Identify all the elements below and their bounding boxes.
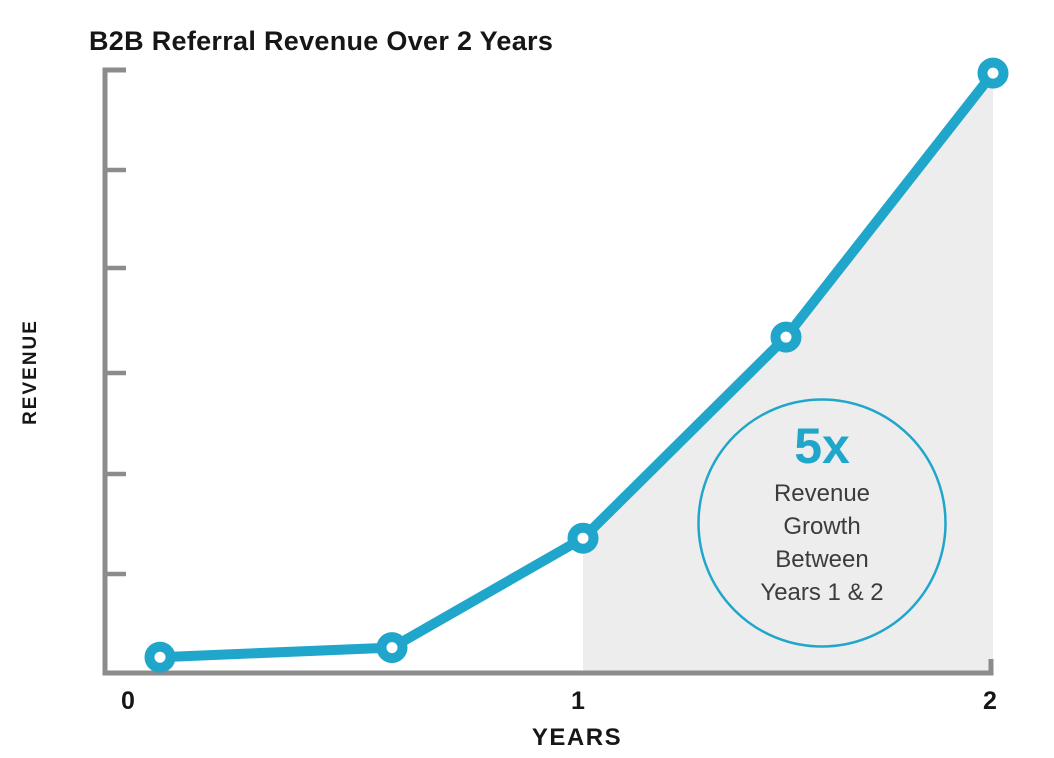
shaded-growth-area <box>583 73 993 674</box>
data-point-marker-4 <box>977 57 1009 89</box>
data-point-marker-3 <box>770 321 802 353</box>
axes-lines <box>102 67 994 676</box>
y-axis-label: REVENUE <box>20 319 41 425</box>
annotation-circle <box>697 398 947 648</box>
annotation-line-4: Years 1 & 2 <box>760 579 883 606</box>
x-tick-label-0: 0 <box>121 687 135 715</box>
annotation-line-1: Revenue <box>774 480 870 507</box>
x-axis-label: YEARS <box>532 724 622 751</box>
data-point-marker-2 <box>567 522 599 554</box>
data-point-marker-1 <box>376 632 408 664</box>
annotation-line-3: Between <box>775 546 868 573</box>
chart-title: B2B Referral Revenue Over 2 Years <box>89 26 554 56</box>
data-point-marker-0 <box>144 641 176 673</box>
data-point-markers <box>144 57 1009 673</box>
x-tick-label-1: 1 <box>571 687 585 715</box>
annotation-line-2: Growth <box>783 513 860 540</box>
x-tick-label-2: 2 <box>983 687 997 715</box>
shaded-growth-area-polygon <box>583 73 993 674</box>
annotation-headline: 5x <box>794 418 850 474</box>
